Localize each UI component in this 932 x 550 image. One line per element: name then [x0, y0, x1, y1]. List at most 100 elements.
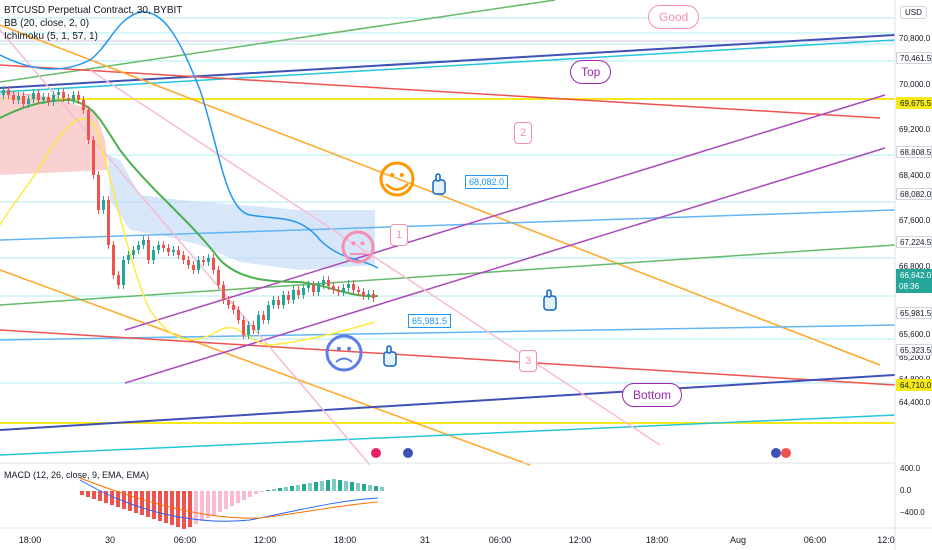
macd-histogram-bar	[278, 488, 282, 491]
macd-line	[79, 479, 379, 522]
neutral-face-icon-outline	[341, 230, 375, 264]
macd-histogram-bar	[98, 491, 102, 501]
macd-histogram-bar	[368, 485, 372, 491]
candle-body	[87, 110, 90, 140]
price-box-65981[interactable]: 65,981.5	[408, 314, 452, 328]
confused-mouth	[335, 357, 353, 363]
happy-face-icon	[379, 161, 415, 197]
candle-body	[2, 90, 5, 95]
macd-histogram-bar	[224, 491, 228, 509]
trend-line	[0, 374, 896, 431]
macd-histogram-bar	[146, 491, 150, 517]
trend-line	[0, 64, 881, 119]
candle-body	[92, 140, 95, 175]
bb-indicator-label[interactable]: BB (20, close, 2, 0)	[4, 18, 90, 29]
price-tag[interactable]: 67,224.5	[896, 236, 932, 249]
candle-body	[282, 295, 285, 305]
macd-histogram-bar	[206, 491, 210, 518]
candle-body	[327, 280, 330, 286]
macd-histogram-bar	[164, 491, 168, 523]
candle-body	[37, 93, 40, 100]
price-tag[interactable]: 68,082.0	[896, 187, 932, 200]
bottom-callout[interactable]: Bottom	[622, 383, 683, 407]
candle-body	[362, 292, 365, 296]
candle-body	[242, 320, 245, 335]
price-box-68082[interactable]: 68,082.0	[465, 175, 509, 189]
macd-histogram-bar	[248, 491, 252, 497]
price-tag[interactable]: 66,642.0	[896, 269, 932, 282]
candle-body	[277, 300, 280, 305]
macd-histogram-bar	[86, 491, 90, 497]
neutral-face-icon	[341, 230, 375, 264]
trend-line	[0, 414, 896, 456]
good-callout[interactable]: Good	[648, 5, 700, 29]
macd-histogram-bar	[344, 481, 348, 491]
time-axis-label: 31	[419, 535, 431, 545]
candle-body	[237, 310, 240, 320]
ichimoku-conversion-line	[0, 118, 376, 346]
price-axis-label: 70,000.0	[899, 79, 931, 89]
candle-body	[152, 250, 155, 260]
price-axis-label: 64,400.0	[899, 398, 931, 407]
candle-body	[372, 294, 375, 298]
wave-label-2[interactable]: 2	[514, 122, 533, 144]
candle-body	[227, 300, 230, 305]
macd-histogram-bar	[308, 483, 312, 491]
price-axis-label: 67,600.0	[899, 216, 931, 225]
macd-histogram-bar	[290, 486, 294, 491]
price-tag[interactable]: 64,710.0	[896, 379, 932, 392]
event-icon	[371, 448, 381, 458]
trend-line	[124, 94, 886, 331]
macd-histogram-bar	[260, 491, 264, 492]
macd-axis-label: 400.0	[900, 464, 921, 473]
macd-legend[interactable]: MACD (12, 26, close, 9, EMA, EMA)	[4, 470, 150, 480]
trend-line	[89, 69, 661, 446]
thumb-up-icon-finger	[546, 289, 552, 298]
candle-body	[77, 95, 80, 100]
candle-body	[222, 285, 225, 300]
trend-line	[0, 24, 881, 366]
trend-line	[0, 324, 896, 341]
price-tag[interactable]: 65,981.5	[896, 307, 932, 320]
candle-body	[97, 175, 100, 210]
symbol-title[interactable]: BTCUSD Perpetual Contract, 30, BYBIT	[4, 5, 183, 16]
price-tag[interactable]: 70,461.5	[896, 52, 932, 65]
candle-body	[47, 97, 50, 102]
wave-label-3[interactable]: 3	[519, 350, 538, 372]
trend-line	[0, 34, 896, 89]
candle-body	[17, 96, 20, 100]
candle-body	[132, 250, 135, 255]
price-axis-label: 70,800.0	[899, 34, 931, 43]
trend-line	[0, 244, 896, 306]
currency-button[interactable]: USD	[900, 6, 927, 19]
macd-histogram-bar	[80, 491, 84, 495]
macd-signal-line	[79, 477, 379, 519]
trend-line	[0, 269, 531, 466]
macd-histogram-bar	[356, 483, 360, 491]
macd-histogram-bar	[104, 491, 108, 503]
price-tag[interactable]: 68,808.5	[896, 146, 932, 159]
time-axis-label: 06:00	[173, 535, 197, 545]
wave-label-1[interactable]: 1	[390, 224, 409, 246]
price-tag[interactable]: 65,323.5	[896, 344, 932, 357]
macd-histogram-bar	[110, 491, 114, 505]
top-callout[interactable]: Top	[570, 60, 612, 84]
time-axis-label: Aug	[729, 535, 747, 545]
neutral-face-icon-eye	[351, 241, 356, 246]
macd-histogram-bar	[284, 487, 288, 491]
confused-face-icon-eye	[347, 346, 352, 351]
ichimoku-indicator-label[interactable]: Ichimoku (5, 1, 57, 1)	[4, 31, 98, 42]
thumb-up-icon	[543, 289, 557, 311]
happy-face-icon-outline	[379, 161, 415, 197]
candle-body	[112, 245, 115, 275]
price-axis-label: 69,200.0	[899, 125, 931, 134]
price-tag[interactable]: 69,675.5	[896, 96, 932, 109]
thumb-down-icon-hand	[383, 351, 397, 367]
candle-body	[247, 325, 250, 335]
macd-histogram-bar	[302, 484, 306, 491]
candle-body	[12, 95, 15, 100]
candle-body	[167, 248, 170, 252]
confused-face-icon-outline	[325, 334, 363, 372]
macd-axis-label: 0.0	[900, 486, 912, 495]
